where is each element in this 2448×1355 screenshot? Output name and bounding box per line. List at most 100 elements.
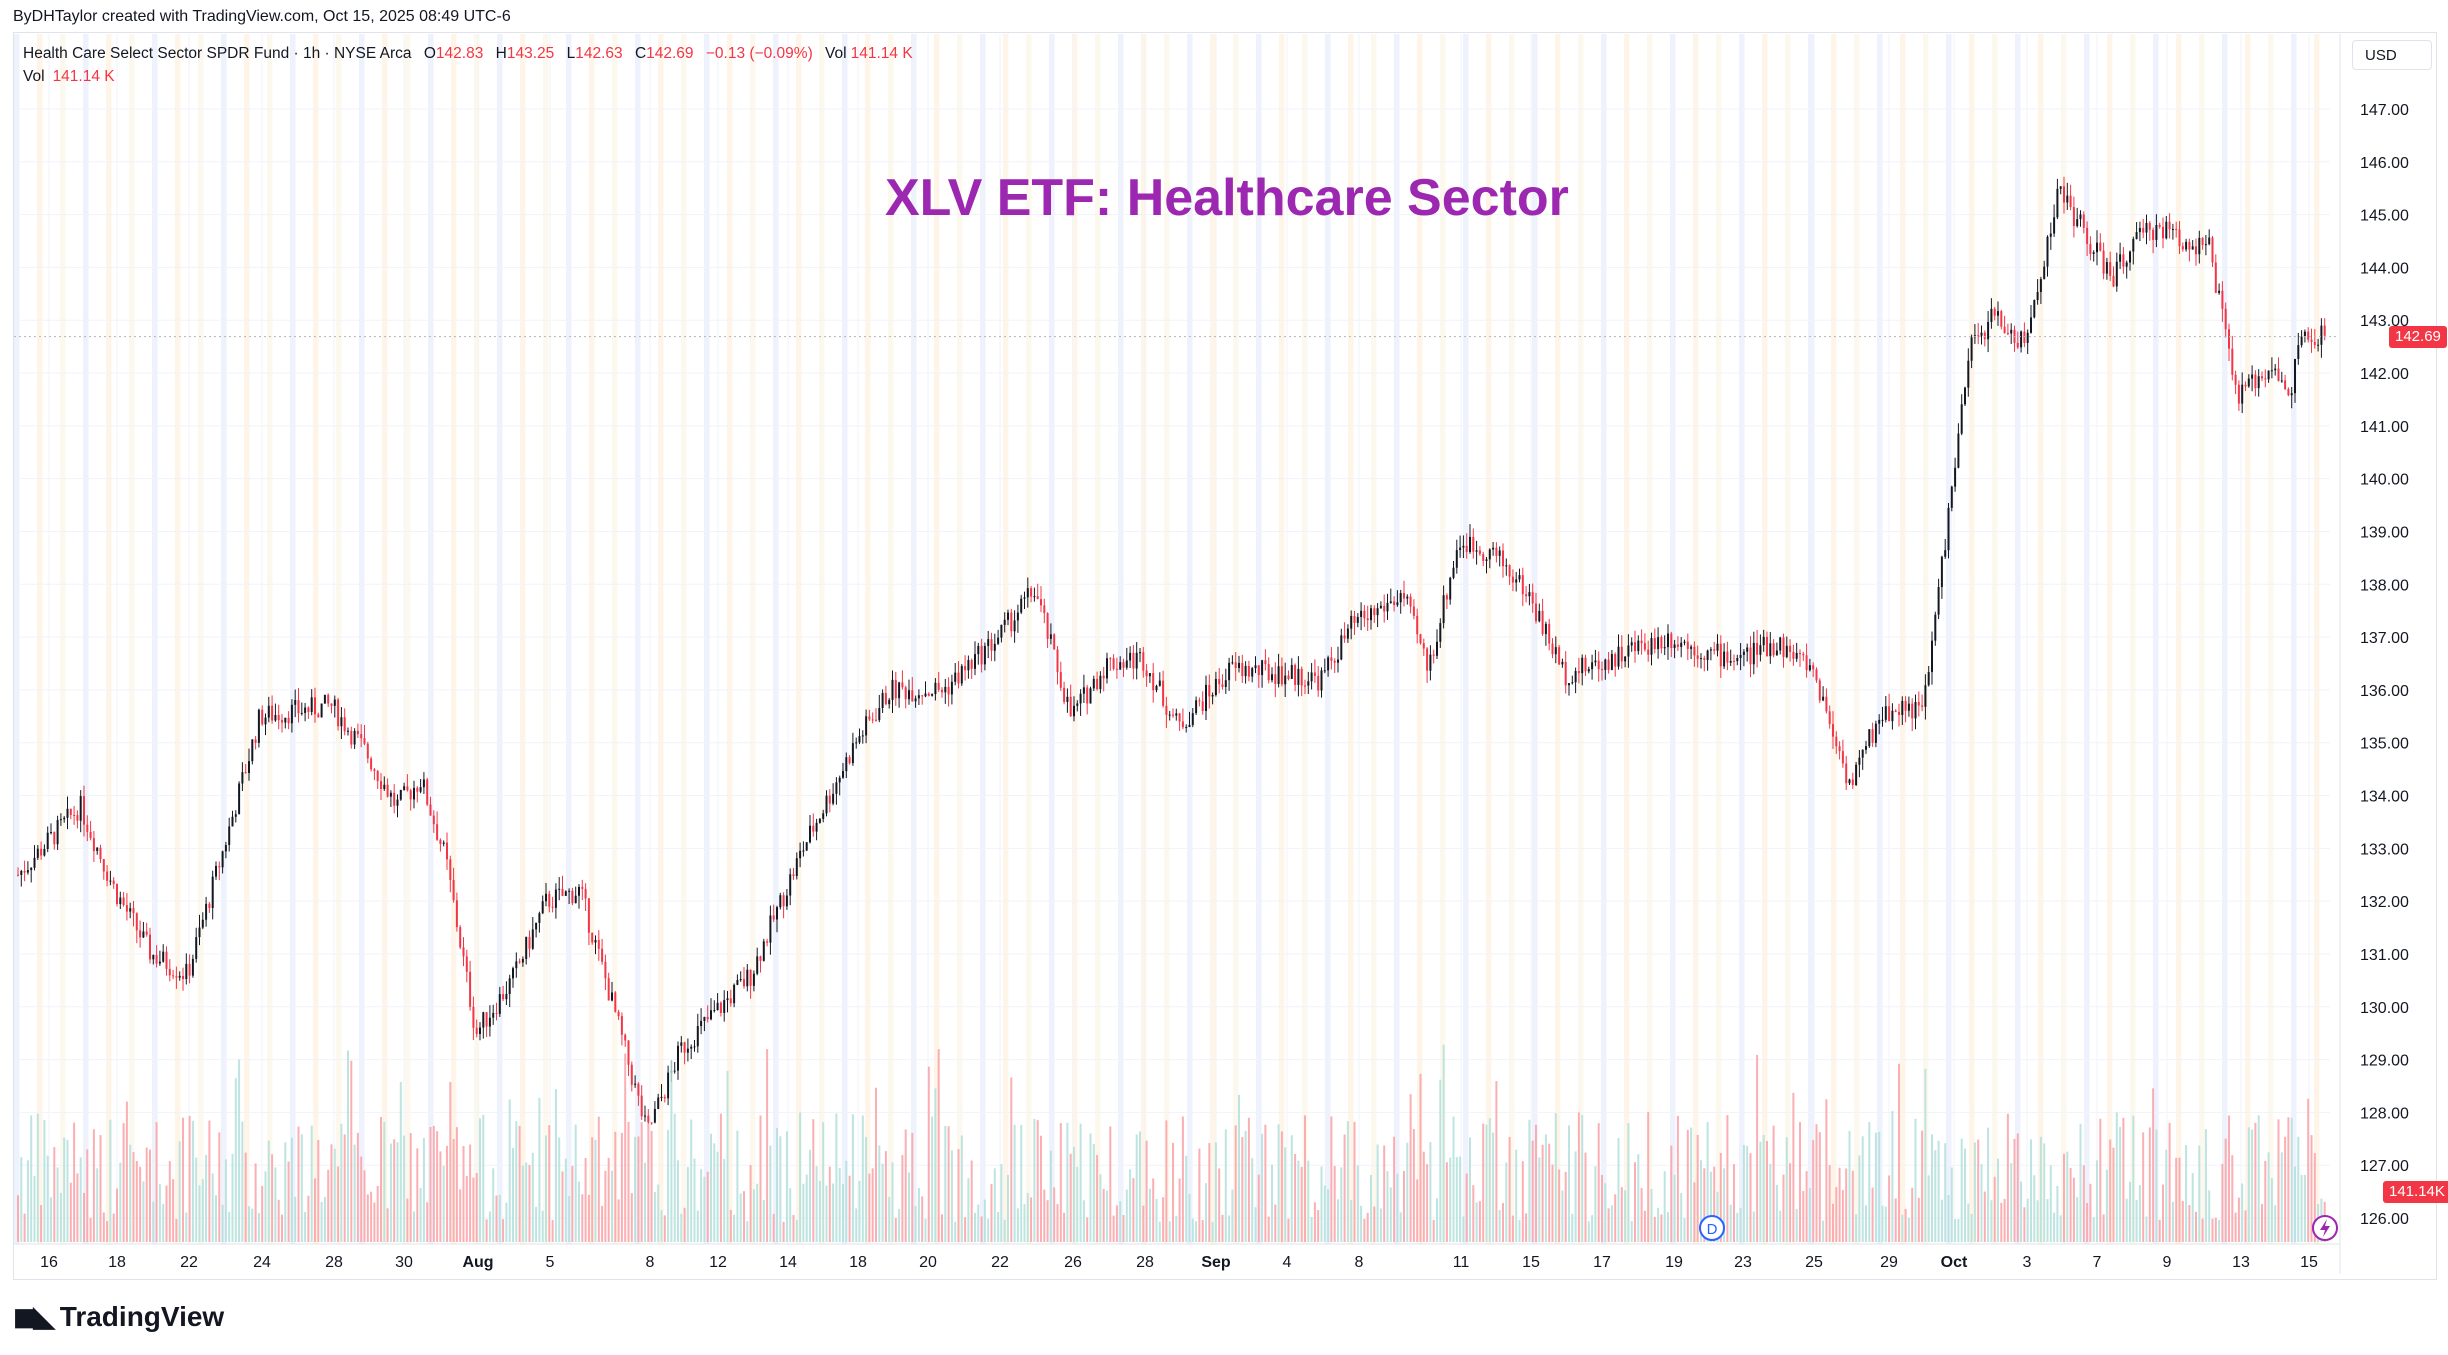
close-value: 142.69 <box>646 45 694 62</box>
candle-body <box>914 698 917 702</box>
volume-bar <box>1096 1155 1099 1242</box>
candle-body <box>1340 635 1343 660</box>
volume-bar <box>2059 1215 2062 1242</box>
candle-body <box>723 1000 726 1013</box>
candle-body <box>1188 724 1191 727</box>
volume-bar <box>1360 1205 1363 1242</box>
volume-bar <box>152 1201 155 1242</box>
volume-bar <box>1073 1146 1075 1242</box>
candle-body <box>1208 684 1211 697</box>
candle-body <box>888 699 891 705</box>
candle-body <box>221 851 224 868</box>
candle-body <box>624 1034 627 1041</box>
session-band <box>934 34 940 1244</box>
candle-body <box>1716 643 1719 651</box>
volume-bar <box>175 1218 178 1242</box>
volume-bar <box>1558 1169 1561 1242</box>
volume-bar <box>195 1157 198 1242</box>
volume-bar <box>1353 1121 1356 1242</box>
candle-body <box>1327 657 1330 671</box>
volume-bar <box>383 1121 386 1242</box>
session-band <box>244 34 250 1244</box>
volume-bar <box>416 1148 419 1242</box>
volume-bar <box>455 1127 458 1242</box>
x-tick-label: 22 <box>991 1254 1009 1271</box>
volume-bar <box>73 1122 76 1242</box>
candle-body <box>1244 665 1247 677</box>
candle-body <box>1587 669 1590 672</box>
candle-body <box>1792 651 1795 659</box>
candle-body <box>469 971 472 1007</box>
candle-body <box>53 832 56 845</box>
session-band <box>1371 34 1377 1244</box>
candle-body <box>1066 696 1069 702</box>
candle-body <box>970 660 973 669</box>
tradingview-logo[interactable]: ◼◣ TradingView <box>13 1300 224 1333</box>
volume-bar <box>99 1135 102 1242</box>
volume-bar <box>380 1117 382 1242</box>
currency-selector[interactable]: USD <box>2352 40 2432 70</box>
candle-body <box>690 1046 693 1049</box>
volume-bar <box>1386 1171 1389 1242</box>
candle-body <box>2059 186 2062 189</box>
volume-bar <box>987 1218 990 1242</box>
candle-body <box>99 847 102 860</box>
candle-body <box>1313 672 1316 676</box>
volume-bar <box>1548 1143 1551 1242</box>
x-tick-label: Aug <box>462 1254 493 1271</box>
candle-body <box>393 792 396 806</box>
volume-bar <box>967 1178 970 1242</box>
volume-bar <box>2082 1165 2085 1242</box>
candle-body <box>2168 221 2171 230</box>
candle-body <box>1676 644 1679 647</box>
candle-body <box>1898 711 1900 715</box>
volume-bar <box>1940 1199 1943 1242</box>
volume-bar <box>1363 1218 1366 1242</box>
candle-body <box>320 703 323 718</box>
candle-body <box>1129 652 1132 661</box>
candle-body <box>657 1097 660 1109</box>
volume-bar <box>53 1147 56 1242</box>
volume-bar <box>640 1122 643 1242</box>
last-volume-tag: 141.14K <box>2383 1181 2448 1203</box>
candle-body <box>86 824 89 832</box>
volume-bar <box>1294 1154 1297 1242</box>
volume-bar <box>1818 1132 1821 1242</box>
session-band <box>382 34 388 1244</box>
candle-body <box>1931 640 1933 673</box>
candle-body <box>1709 649 1712 651</box>
candle-body <box>898 682 901 699</box>
candle-body <box>416 787 419 792</box>
volume-bar <box>30 1115 33 1242</box>
candle-body <box>2162 226 2164 239</box>
candle-body <box>125 905 128 912</box>
volume-bar <box>1845 1168 1848 1242</box>
volume-bar <box>145 1147 148 1242</box>
candle-body <box>2079 214 2082 220</box>
candle-body <box>1214 678 1217 695</box>
candle-body <box>333 699 336 706</box>
session-band <box>451 34 457 1244</box>
candle-body <box>300 712 303 714</box>
volume-bar <box>452 1139 455 1242</box>
candle-body <box>211 876 214 908</box>
candle-body <box>1518 575 1521 580</box>
candle-body <box>1865 746 1867 750</box>
volume-bar <box>1313 1202 1316 1242</box>
candle-body <box>1700 658 1702 660</box>
volume-bar <box>2274 1205 2277 1242</box>
candle-body <box>924 693 927 697</box>
volume-bar <box>2076 1197 2079 1242</box>
volume-bar <box>1690 1127 1693 1242</box>
volume-bar <box>86 1149 89 1242</box>
candle-body <box>2277 368 2280 381</box>
volume-bar <box>1106 1190 1108 1242</box>
volume-bar <box>149 1149 151 1242</box>
candle-body <box>1779 637 1782 651</box>
volume-bar <box>927 1066 930 1242</box>
volume-bar <box>1063 1212 1066 1242</box>
candle-body <box>871 719 874 721</box>
candle-body <box>1680 642 1683 647</box>
volume-bar <box>1112 1215 1115 1242</box>
